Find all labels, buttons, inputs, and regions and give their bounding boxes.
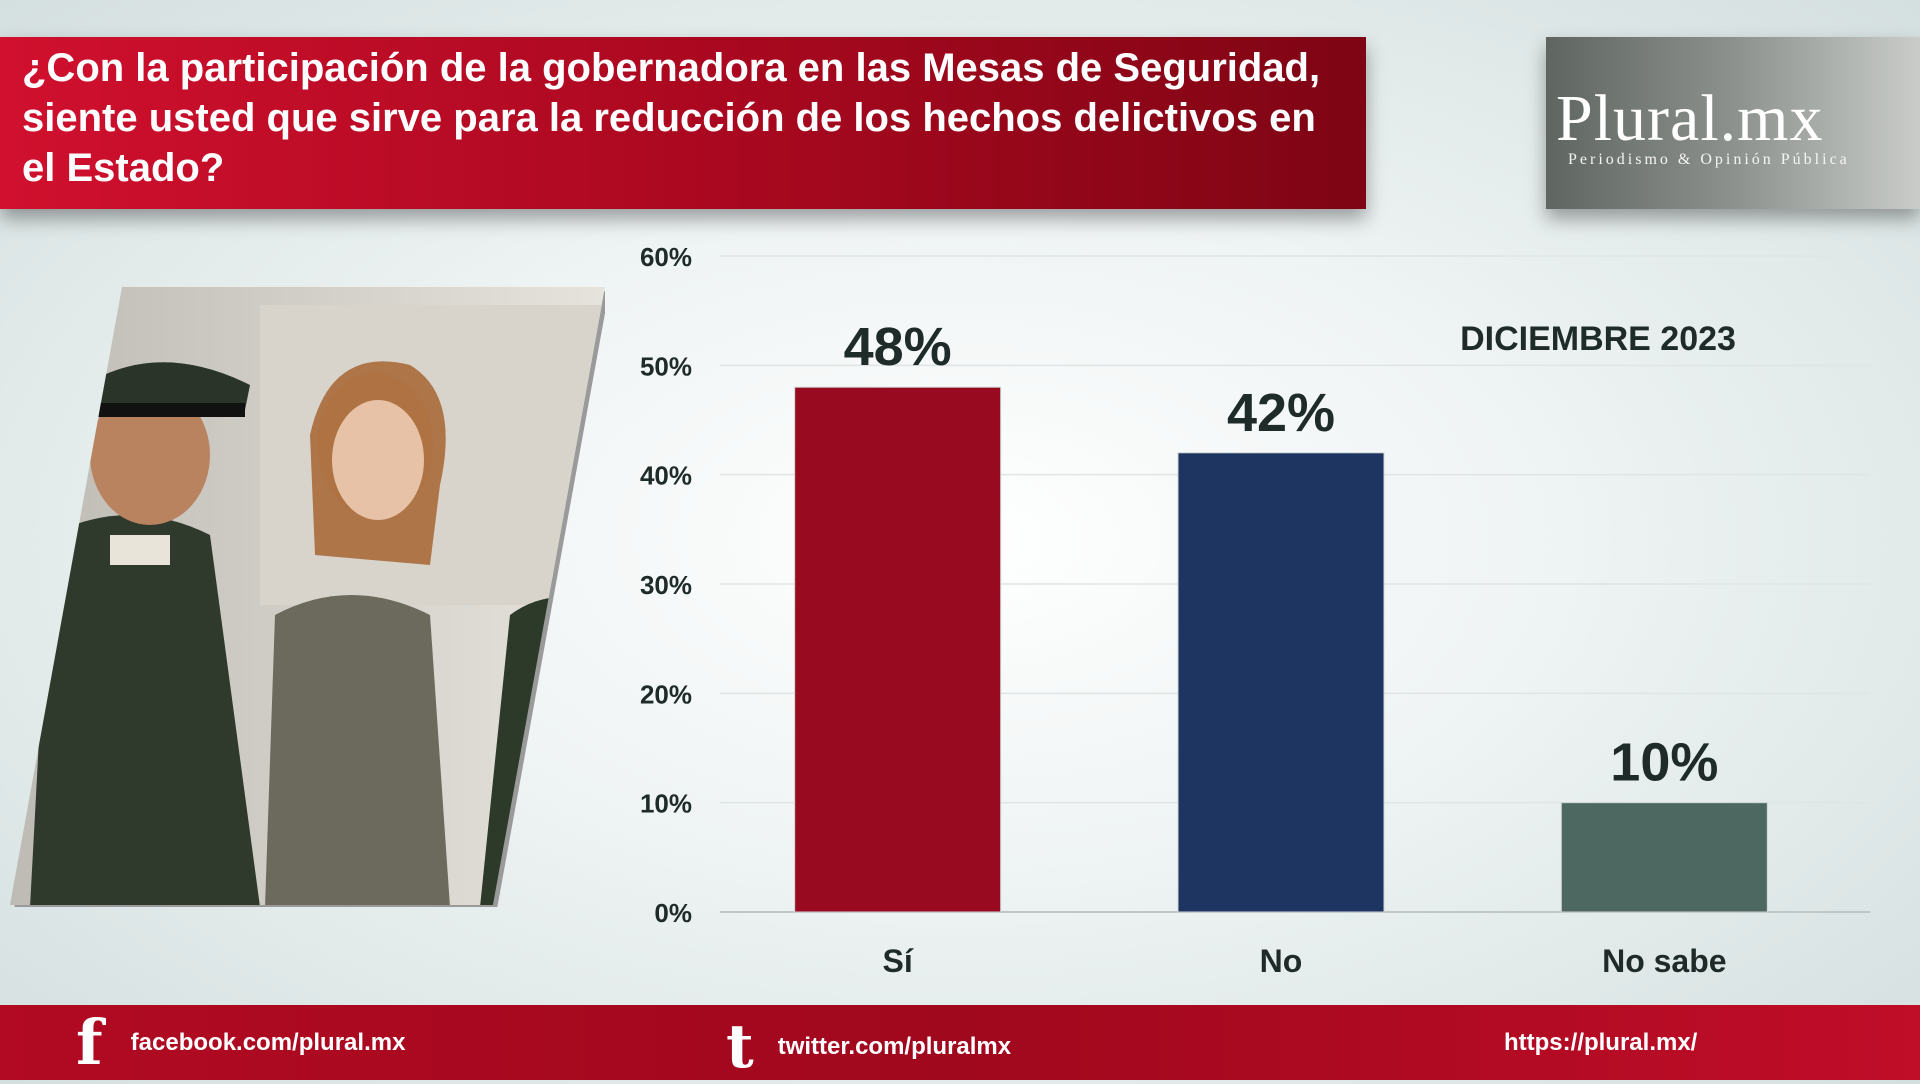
y-tick-label: 0%	[654, 898, 692, 928]
twitter-icon: t	[726, 1011, 754, 1082]
y-tick-label: 20%	[640, 679, 692, 709]
chart-annotation-date: DICIEMBRE 2023	[1460, 320, 1736, 358]
value-label: 48%	[844, 317, 952, 377]
plural-logo[interactable]: Plural.mx Periodismo & Opinión Pública	[1546, 37, 1920, 209]
y-tick-label: 30%	[640, 570, 692, 600]
bar-1	[794, 386, 1002, 913]
bars	[794, 386, 1768, 913]
facebook-url: facebook.com/plural.mx	[130, 1028, 406, 1056]
y-tick-label: 10%	[640, 789, 692, 819]
footer-bar: f facebook.com/plural.mx t twitter.com/p…	[0, 1005, 1920, 1080]
logo-name: Plural.mx	[1556, 82, 1824, 155]
chart-question-title: ¿Con la participación de la gobernadora …	[22, 46, 1321, 190]
facebook-icon: f	[76, 1005, 103, 1079]
bar-3	[1560, 802, 1768, 913]
y-axis-tick-labels: 0% 10% 20% 30% 40% 50% 60%	[640, 242, 692, 928]
bar-2	[1177, 452, 1385, 913]
category-label: No sabe	[1602, 943, 1726, 979]
website-url: https://plural.mx/	[1504, 1028, 1698, 1056]
website-link[interactable]: https://plural.mx/	[1504, 1005, 1697, 1080]
logo-tagline: Periodismo & Opinión Pública	[1568, 151, 1850, 168]
twitter-link[interactable]: t twitter.com/pluralmx	[726, 1009, 1011, 1084]
category-label: Sí	[883, 943, 914, 979]
value-labels: 48% 42% 10%	[844, 317, 1719, 792]
y-tick-label: 40%	[640, 461, 692, 491]
twitter-url: twitter.com/pluralmx	[777, 1032, 1012, 1060]
event-photo	[10, 287, 605, 907]
category-label: No	[1260, 943, 1303, 979]
facebook-link[interactable]: f facebook.com/plural.mx	[76, 1005, 405, 1080]
value-label: 42%	[1227, 383, 1335, 443]
value-label: 10%	[1610, 733, 1718, 793]
y-tick-label: 50%	[640, 351, 692, 381]
y-tick-label: 60%	[640, 242, 692, 272]
title-banner: ¿Con la participación de la gobernadora …	[0, 37, 1366, 209]
category-labels: Sí No No sabe	[883, 943, 1727, 979]
bar-chart: 0% 10% 20% 30% 40% 50% 60% 48% 42% 10% Sí No No sa…	[640, 242, 1870, 979]
